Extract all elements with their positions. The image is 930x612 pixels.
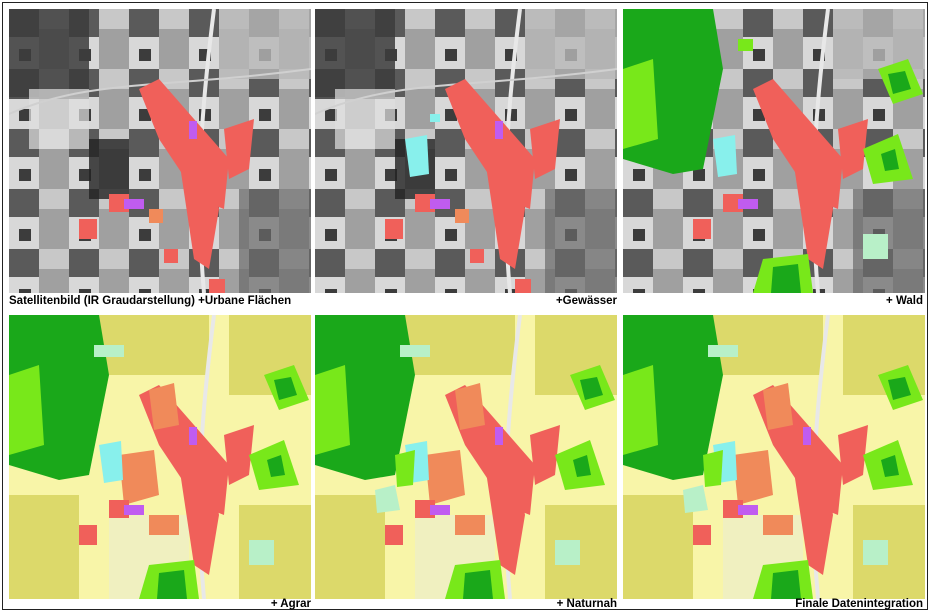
panel-agriculture	[9, 315, 311, 599]
satellite-urban-image	[9, 9, 311, 293]
final-image	[623, 315, 925, 599]
water-image	[315, 9, 617, 293]
seminatural-image	[315, 315, 617, 599]
caption-row1-left: Satellitenbild (IR Graudarstellung) +Urb…	[9, 294, 314, 308]
caption-seminatural: + Naturnah	[556, 598, 617, 610]
forest-image	[623, 9, 925, 293]
panel-final	[623, 315, 925, 599]
panel-seminatural	[315, 315, 617, 599]
panel-satellite-urban	[9, 9, 311, 293]
caption-urban: +Urbane Flächen	[198, 295, 292, 307]
agriculture-image	[9, 315, 311, 599]
panel-forest	[623, 9, 925, 293]
caption-satellite: Satellitenbild (IR Graudarstellung)	[9, 295, 195, 307]
panel-water	[315, 9, 617, 293]
caption-forest: + Wald	[886, 295, 923, 307]
caption-water: +Gewässer	[555, 295, 617, 307]
caption-final: Finale Datenintegration	[795, 598, 923, 610]
caption-agriculture: + Agrar	[270, 598, 311, 610]
